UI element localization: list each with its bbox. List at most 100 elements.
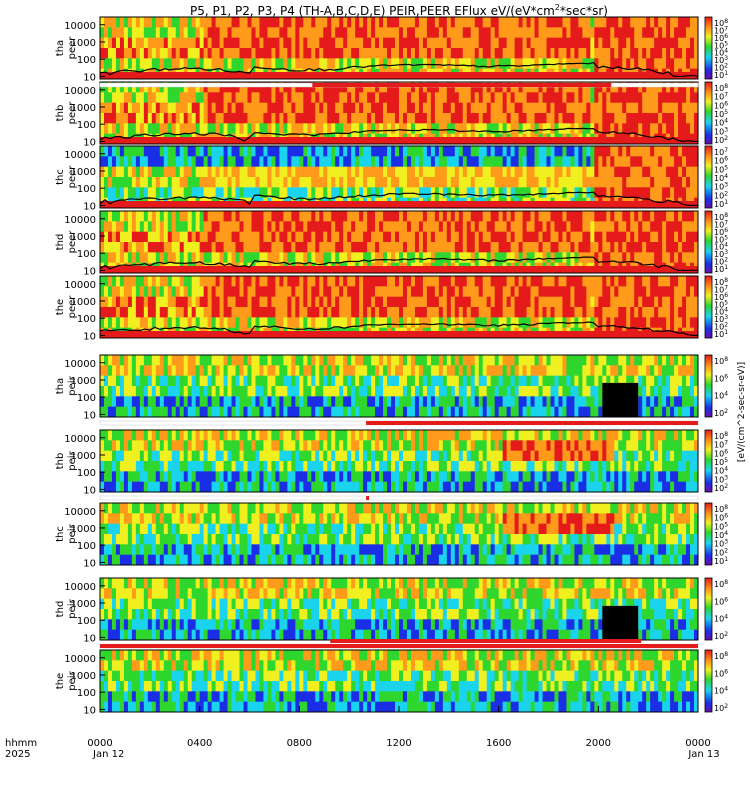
colorbar-tick-label: 103 [714, 182, 728, 192]
y-tick-label: 1000 [71, 376, 96, 387]
colorbar-tick-label: 108 [714, 579, 728, 589]
y-tick-label: 10000 [64, 582, 96, 593]
colorbar-tick-label: 104 [714, 307, 728, 317]
y-tick-label: 10000 [64, 359, 96, 370]
colorbar-tick-label: 104 [714, 118, 728, 128]
colorbar-tick-label: 104 [714, 466, 728, 476]
colorbar-tick-label: 101 [714, 556, 728, 566]
y-tick-label: 1000 [71, 167, 96, 178]
coverage-bar [100, 644, 698, 648]
colorbar-tick-label: 102 [714, 703, 728, 713]
y-tick-label: 1000 [71, 38, 96, 49]
colorbar-tick-label: 106 [714, 668, 728, 678]
x-tick-label: 1200 [386, 738, 411, 749]
colorbar [704, 354, 713, 418]
colorbar-tick-label: 102 [714, 190, 728, 200]
y-tick-label: 1000 [71, 297, 96, 308]
panel-probe-label: thc [55, 526, 66, 542]
panel-probe-label: tha [55, 378, 66, 394]
coverage-bar [366, 496, 370, 500]
colorbar-tick-label: 103 [714, 249, 728, 259]
x-tick-label: 0800 [287, 738, 312, 749]
colorbar-tick-label: 106 [714, 100, 728, 110]
colorbar-tick-label: 102 [714, 631, 728, 641]
panel-species-label: peer [67, 295, 78, 319]
colorbar-tick-label: 103 [714, 539, 728, 549]
colorbar [704, 275, 713, 339]
y-tick-label: 10 [83, 485, 96, 496]
colorbar-tick-label: 102 [714, 63, 728, 73]
y-tick-label: 10 [83, 558, 96, 569]
panel-species-label: peir [67, 523, 78, 543]
colorbar-tick-label: 108 [714, 651, 728, 661]
colorbar [704, 577, 713, 641]
panel-tha-peir: 10 100 1000 10000 tha peir 108 106 104 102 [55, 354, 728, 421]
colorbar-tick-label: 108 [714, 212, 728, 222]
colorbar-tick-label: 108 [714, 431, 728, 441]
colorbar-tick-label: 102 [714, 408, 728, 418]
y-tick-labels: 10 100 1000 10000 [64, 150, 105, 212]
colorbar-tick-label: 106 [714, 227, 728, 237]
y-tick-label: 100 [77, 249, 96, 260]
x-label-hhmm: hhmm [5, 738, 37, 749]
coverage-bars [99, 82, 699, 649]
y-tick-label: 1000 [71, 599, 96, 610]
colorbar-tick-label: 103 [714, 474, 728, 484]
colorbar [704, 502, 713, 566]
y-tick-labels: 10 100 1000 10000 [64, 507, 105, 569]
panel-species-label: peir [67, 375, 78, 395]
y-tick-label: 10 [83, 410, 96, 421]
colorbar-tick-label: 107 [714, 440, 728, 450]
colorbar-tick-label: 104 [714, 686, 728, 696]
colorbar-tick-label: 108 [714, 83, 728, 93]
colorbar-tick-label: 104 [714, 48, 728, 58]
colorbar-tick-label: 107 [714, 92, 728, 102]
y-tick-label: 10 [83, 331, 96, 342]
colorbar-label: [eV/(cm^2-sec-sr-eV)] [737, 362, 747, 462]
colorbar-tick-label: 106 [714, 156, 728, 166]
panel-species-label: peer [67, 165, 78, 189]
colorbar-tick-label: 105 [714, 109, 728, 119]
y-tick-label: 10000 [64, 215, 96, 226]
panel-the-peir: 10 100 1000 10000 the peir 108 106 104 102 [55, 649, 728, 716]
colorbar-tick-label: 107 [714, 219, 728, 229]
y-tick-labels: 10 100 1000 10000 [64, 434, 105, 496]
panel-species-label: peir [67, 450, 78, 470]
colorbar-tick-label: 106 [714, 373, 728, 383]
y-tick-label: 10 [83, 201, 96, 212]
y-tick-label: 10000 [64, 280, 96, 291]
x-tick-label: 0000 [685, 738, 710, 749]
colorbar-tick-label: 101 [714, 70, 728, 80]
panel-probe-label: thd [55, 601, 66, 618]
colorbar-tick-label: 103 [714, 55, 728, 65]
colorbar-tick-label: 105 [714, 521, 728, 531]
y-tick-label: 100 [77, 616, 96, 627]
colorbar-tick-label: 102 [714, 135, 728, 145]
panel-species-label: peer [67, 230, 78, 254]
y-tick-label: 10 [83, 137, 96, 148]
y-tick-label: 10000 [64, 150, 96, 161]
panel-probe-label: thd [55, 234, 66, 251]
y-tick-label: 10 [83, 705, 96, 716]
panel-probe-label: thc [55, 169, 66, 185]
coverage-bar [366, 421, 698, 425]
y-tick-label: 1000 [71, 524, 96, 535]
colorbar-tick-label: 108 [714, 277, 728, 287]
y-tick-label: 10000 [64, 86, 96, 97]
x-tick-labels: 0000 0400 0800 1200 1600 2000 0000 [87, 706, 711, 749]
colorbar-tick-label: 102 [714, 322, 728, 332]
y-tick-label: 100 [77, 393, 96, 404]
colorbar [704, 429, 713, 493]
y-tick-labels: 10 100 1000 10000 [64, 280, 105, 342]
colorbar [704, 16, 713, 80]
colorbar-tick-label: 104 [714, 173, 728, 183]
colorbar-tick-label: 105 [714, 457, 728, 467]
colorbar-tick-label: 108 [714, 18, 728, 28]
colorbar-tick-label: 106 [714, 513, 728, 523]
y-tick-labels: 10 100 1000 10000 [64, 21, 105, 83]
panel-species-label: peir [67, 670, 78, 690]
